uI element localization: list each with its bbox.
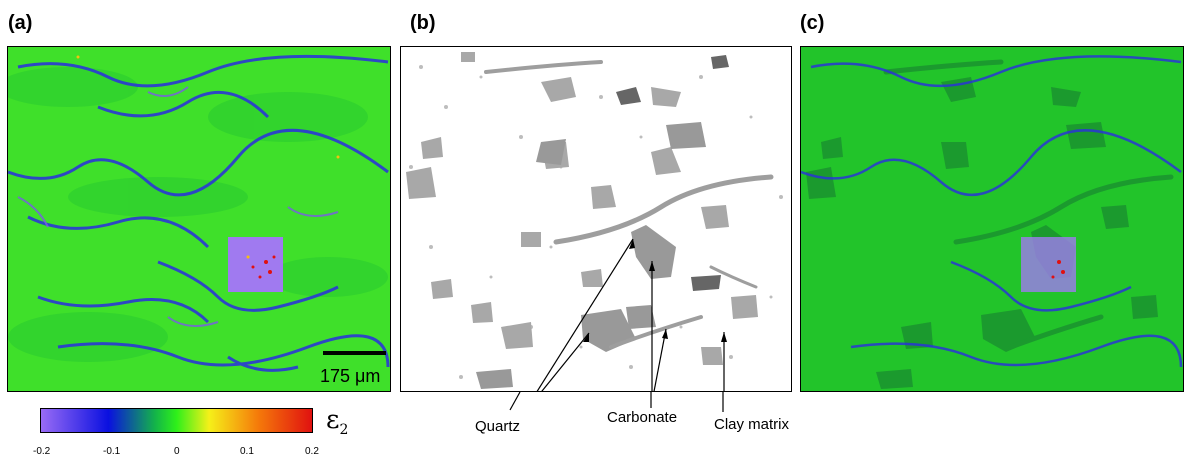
clay-matrix-annotation: Clay matrix xyxy=(714,416,789,433)
colorbar-tick-4: 0.2 xyxy=(305,446,319,457)
colorbar xyxy=(40,408,315,434)
colorbar-tick-1: -0.1 xyxy=(103,446,120,457)
colorbar-tick-0: -0.2 xyxy=(33,446,50,457)
strain-map-image xyxy=(8,47,390,391)
colorbar-gradient xyxy=(41,409,313,433)
overlay-image xyxy=(801,47,1183,391)
mineral-segmentation-image xyxy=(401,47,791,391)
quartz-annotation: Quartz xyxy=(475,418,520,435)
colorbar-tick-3: 0.1 xyxy=(240,446,254,457)
mineral-segmentation-panel xyxy=(400,46,792,392)
panel-label-c: (c) xyxy=(800,12,824,35)
strain-symbol: ε xyxy=(326,405,339,435)
panel-label-b: (b) xyxy=(410,12,436,35)
overlay-panel xyxy=(800,46,1184,392)
strain-subscript: 2 xyxy=(339,422,348,438)
colorbar-tick-2: 0 xyxy=(174,446,180,457)
panel-label-a: (a) xyxy=(8,12,32,35)
strain-map-panel xyxy=(7,46,391,392)
scale-bar-label: 175 μm xyxy=(320,366,380,387)
colorbar-label: ε2 xyxy=(326,405,348,438)
scale-bar xyxy=(323,351,386,355)
carbonate-annotation: Carbonate xyxy=(607,409,677,426)
